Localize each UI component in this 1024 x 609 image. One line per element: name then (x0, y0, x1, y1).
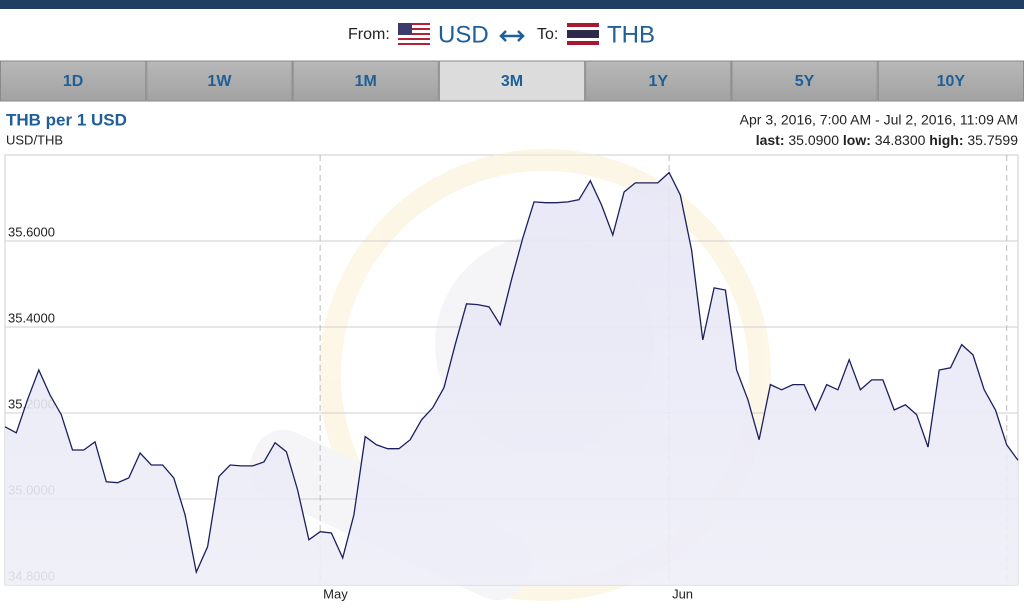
chart-subtitle: USD/THB (6, 132, 63, 147)
tab[interactable] (146, 60, 293, 102)
tab-label[interactable]: 1W (207, 73, 232, 90)
to-currency[interactable]: THB (607, 21, 655, 48)
plot: 34.800035.000035.200035.400035.6000MayJu… (4, 155, 1019, 601)
stat-value: 34.8300 (875, 132, 926, 148)
tab-label[interactable]: 1M (355, 73, 377, 90)
stat-label: high: (929, 132, 963, 148)
chart-title: THB per 1 USD (6, 110, 127, 129)
tab-label[interactable]: 1D (63, 73, 83, 90)
tab[interactable] (438, 60, 586, 102)
stats: last: 35.0900 low: 34.8300 high: 35.7599 (756, 132, 1019, 148)
date-range: Apr 3, 2016, 7:00 AM - Jul 2, 2016, 11:0… (740, 112, 1018, 128)
stat-value: 35.0900 (788, 132, 839, 148)
x-tick-label: May (323, 586, 348, 601)
us-flag (398, 23, 430, 45)
tab-label[interactable]: 5Y (795, 73, 815, 90)
stat-label: low: (843, 132, 871, 148)
from-currency[interactable]: USD (438, 21, 489, 48)
y-tick-label: 35.4000 (8, 310, 55, 325)
tab[interactable] (585, 60, 732, 102)
thai-flag (567, 23, 599, 45)
price-line (4, 171, 1019, 575)
area-fill (5, 172, 1018, 585)
stat-value: 35.7599 (967, 132, 1018, 148)
tab[interactable] (731, 60, 878, 102)
tab-label[interactable]: 10Y (937, 73, 966, 90)
to-label: To: (537, 26, 558, 43)
y-tick-label: 35.6000 (8, 224, 55, 239)
top-bar (0, 0, 1024, 9)
tab[interactable] (292, 60, 439, 102)
x-tick-label: Jun (672, 586, 693, 601)
tab-bar: 1D 1W 1M 3M 1Y 5Y 10Y (0, 60, 1024, 102)
stat-label: last: (756, 132, 785, 148)
swap-icon[interactable] (499, 30, 525, 42)
from-label: From: (348, 26, 390, 43)
tab-label[interactable]: 3M (501, 73, 523, 90)
tab-label[interactable]: 1Y (648, 73, 668, 90)
tab[interactable] (0, 60, 147, 102)
